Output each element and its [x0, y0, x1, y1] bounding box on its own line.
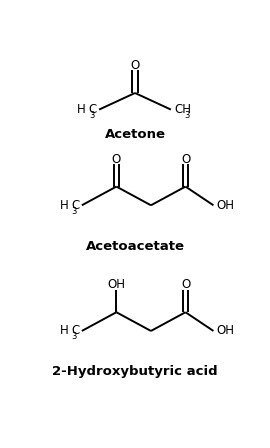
Text: OH: OH — [217, 199, 235, 212]
Text: OH: OH — [107, 278, 125, 291]
Text: 3: 3 — [72, 332, 77, 341]
Text: Acetone: Acetone — [104, 128, 166, 141]
Text: O: O — [112, 152, 121, 165]
Text: 2-Hydroxybutyric acid: 2-Hydroxybutyric acid — [52, 365, 218, 378]
Text: C: C — [72, 324, 80, 337]
Text: O: O — [181, 278, 190, 291]
Text: 3: 3 — [89, 111, 94, 120]
Text: 3: 3 — [72, 207, 77, 215]
Text: H: H — [77, 103, 86, 116]
Text: H: H — [60, 324, 69, 337]
Text: 3: 3 — [184, 111, 190, 120]
Text: C: C — [72, 199, 80, 212]
Text: CH: CH — [174, 103, 191, 116]
Text: O: O — [181, 152, 190, 165]
Text: Acetoacetate: Acetoacetate — [86, 240, 184, 253]
Text: H: H — [60, 199, 69, 212]
Text: OH: OH — [217, 324, 235, 337]
Text: O: O — [130, 59, 140, 72]
Text: C: C — [89, 103, 97, 116]
